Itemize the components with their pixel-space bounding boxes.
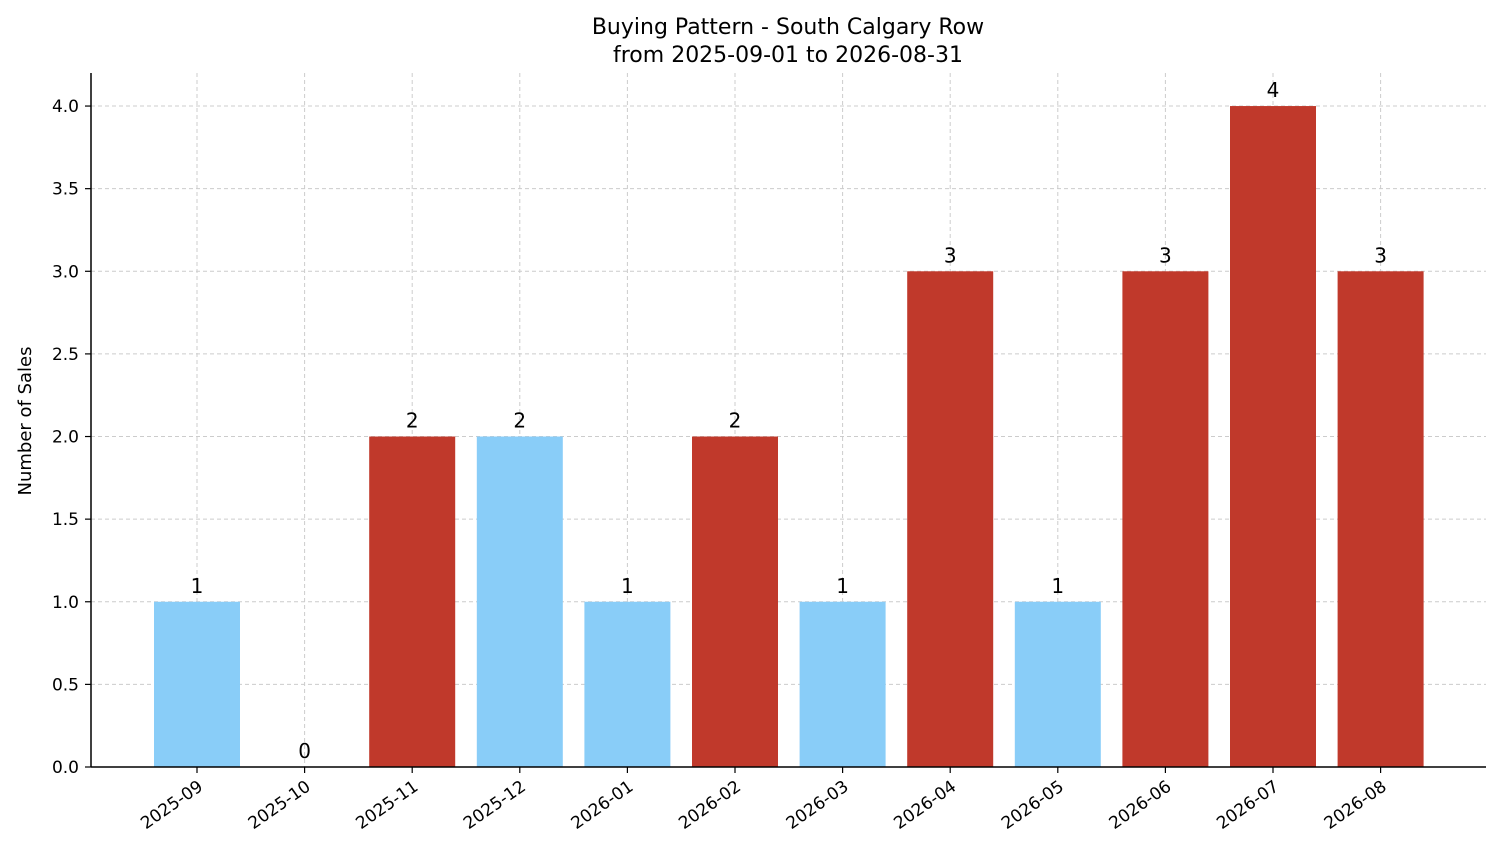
x-tick-label: 2026-07 — [1213, 777, 1283, 834]
y-tick-label: 4.0 — [52, 97, 79, 117]
bar-value-label: 3 — [1159, 243, 1172, 267]
y-tick-label: 3.0 — [52, 262, 79, 282]
x-tick-label: 2025-11 — [352, 777, 422, 834]
x-tick-label: 2025-09 — [137, 777, 207, 834]
bar-value-label: 0 — [298, 739, 311, 763]
bar-2026-04 — [907, 271, 994, 767]
y-tick-label: 1.0 — [52, 593, 79, 613]
y-tick-label: 1.5 — [52, 510, 79, 530]
bar-value-label: 4 — [1267, 78, 1280, 102]
x-tick-label: 2026-05 — [998, 777, 1068, 834]
chart-title: Buying Pattern - South Calgary Row — [592, 15, 984, 40]
bar-value-label: 1 — [191, 574, 204, 598]
bars — [154, 106, 1424, 768]
y-tick-label: 2.0 — [52, 428, 79, 448]
bar-2026-01 — [584, 601, 671, 767]
bar-value-label: 2 — [406, 409, 419, 433]
bar-value-labels: 1 0 2 2 1 2 1 3 1 3 4 3 — [191, 78, 1387, 763]
x-tick-label: 2026-03 — [783, 777, 853, 834]
bar-value-label: 1 — [1051, 574, 1064, 598]
bar-2025-12 — [476, 436, 563, 767]
y-axis-label: Number of Sales — [15, 346, 36, 495]
bar-value-label: 3 — [1374, 243, 1387, 267]
y-tick-label: 2.5 — [52, 345, 79, 365]
bar-value-label: 2 — [729, 409, 742, 433]
x-tick-label: 2026-02 — [675, 777, 745, 834]
bar-2026-06 — [1122, 271, 1209, 767]
bar-2026-05 — [1014, 601, 1101, 767]
bar-value-label: 1 — [621, 574, 634, 598]
bar-2025-09 — [154, 601, 240, 767]
x-tick-label: 2026-08 — [1321, 777, 1391, 834]
bar-value-label: 3 — [944, 243, 957, 267]
x-tick-label: 2026-06 — [1106, 777, 1176, 834]
bar-value-label: 2 — [513, 409, 526, 433]
bar-2026-08 — [1337, 271, 1424, 767]
bar-2026-07 — [1230, 106, 1316, 768]
bar-2025-11 — [369, 436, 456, 767]
x-tick-label: 2026-01 — [568, 777, 638, 834]
y-tick-label: 0.0 — [52, 758, 79, 778]
chart-subtitle: from 2025-09-01 to 2026-08-31 — [613, 43, 963, 68]
x-tick-label: 2025-12 — [460, 777, 530, 834]
bar-2026-03 — [799, 601, 886, 767]
bar-value-label: 1 — [836, 574, 849, 598]
y-tick-label: 0.5 — [52, 675, 79, 695]
x-tick-label: 2026-04 — [890, 777, 960, 834]
bar-2026-02 — [692, 436, 778, 767]
y-tick-label: 3.5 — [52, 180, 79, 200]
x-tick-label: 2025-10 — [245, 777, 315, 834]
